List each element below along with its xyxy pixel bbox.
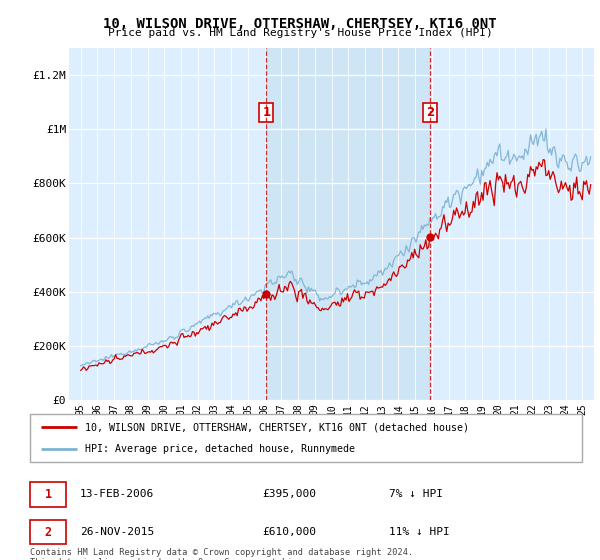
Text: 10, WILSON DRIVE, OTTERSHAW, CHERTSEY, KT16 0NT: 10, WILSON DRIVE, OTTERSHAW, CHERTSEY, K… [103, 17, 497, 31]
Text: 10, WILSON DRIVE, OTTERSHAW, CHERTSEY, KT16 0NT (detached house): 10, WILSON DRIVE, OTTERSHAW, CHERTSEY, K… [85, 422, 469, 432]
Text: £610,000: £610,000 [262, 527, 316, 537]
Text: 2: 2 [44, 526, 52, 539]
Text: 2: 2 [426, 106, 434, 119]
Text: 7% ↓ HPI: 7% ↓ HPI [389, 489, 443, 500]
Text: 13-FEB-2006: 13-FEB-2006 [80, 489, 154, 500]
Text: 26-NOV-2015: 26-NOV-2015 [80, 527, 154, 537]
Text: Contains HM Land Registry data © Crown copyright and database right 2024.
This d: Contains HM Land Registry data © Crown c… [30, 548, 413, 560]
Bar [266, 48, 430, 400]
FancyBboxPatch shape [30, 414, 582, 462]
Text: 1: 1 [262, 106, 271, 119]
Text: Price paid vs. HM Land Registry's House Price Index (HPI): Price paid vs. HM Land Registry's House … [107, 28, 493, 38]
FancyBboxPatch shape [30, 482, 66, 507]
Text: HPI: Average price, detached house, Runnymede: HPI: Average price, detached house, Runn… [85, 444, 355, 454]
Text: 1: 1 [44, 488, 52, 501]
Text: £395,000: £395,000 [262, 489, 316, 500]
FancyBboxPatch shape [30, 520, 66, 544]
Text: 11% ↓ HPI: 11% ↓ HPI [389, 527, 449, 537]
